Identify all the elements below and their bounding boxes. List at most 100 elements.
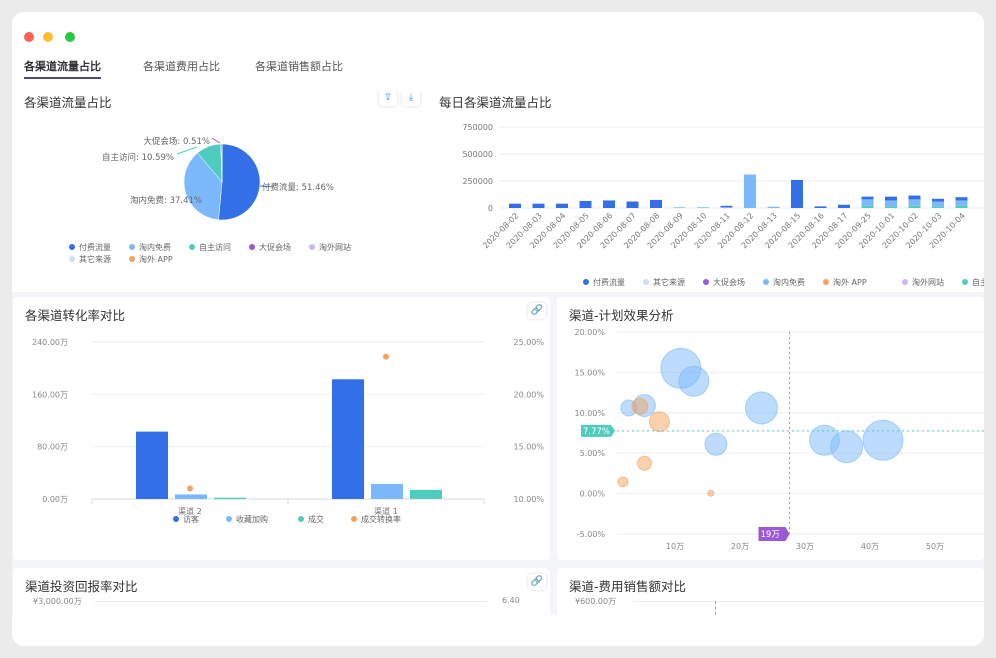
- bar: [410, 489, 442, 499]
- conversion-chart: 240.00万 25.00% 160.00万 20.00% 80.00万 15.00% 0.…: [32, 338, 544, 524]
- bar: [767, 206, 780, 208]
- y-tick-label: 0.00%: [580, 490, 606, 499]
- bar: [175, 494, 207, 499]
- conversion-title: 各渠道转化率对比: [25, 308, 126, 323]
- bar: [861, 199, 874, 206]
- reference-label-bg: [581, 424, 615, 437]
- legend-item: 淘外网站: [912, 277, 944, 287]
- pie-slice: [183, 152, 223, 221]
- y-tick-label: 750000: [462, 123, 493, 132]
- y-tick-label: 5.00%: [580, 449, 606, 458]
- legend-item: 访客: [183, 514, 199, 524]
- costsales-y-tick: ¥600.00万: [575, 597, 617, 606]
- bar: [371, 483, 403, 499]
- scatter-chart: 20.00% 15.00% 10.00% 5.00% 0.00% -5.00% 10万 20万…: [574, 328, 984, 551]
- x-tick-label: 40万: [861, 542, 879, 551]
- bar: [697, 206, 709, 208]
- bar: [579, 200, 592, 208]
- legend-marker: [69, 244, 75, 250]
- bar: [955, 205, 968, 208]
- legend-item: 自主访问: [972, 277, 984, 287]
- roi-y-tick: ¥3,000.00万: [33, 597, 82, 606]
- rate-point: [187, 485, 193, 492]
- scatter-title: 渠道-计划效果分析: [569, 308, 674, 323]
- maximize-window-button[interactable]: [65, 32, 75, 42]
- close-window-button[interactable]: [24, 32, 34, 42]
- pie-title: 各渠道流量占比: [24, 95, 112, 110]
- link-icon[interactable]: 🔗: [528, 574, 546, 590]
- pie-slice: [218, 143, 261, 221]
- footer-band: [12, 615, 984, 646]
- y2-tick-label: 15.00%: [513, 443, 544, 452]
- y2-tick-label: 25.00%: [513, 338, 544, 347]
- pie-label-line: [186, 195, 205, 198]
- bar: [767, 206, 780, 207]
- link-icon[interactable]: 🔗: [528, 303, 546, 319]
- x-tick-label: 10万: [666, 542, 684, 551]
- share-icon[interactable]: ⇪: [379, 90, 397, 106]
- bar: [673, 206, 686, 208]
- legend-marker: [643, 279, 649, 285]
- legend-item: 淘外网站: [319, 242, 351, 252]
- pie-label: 付费流量: 51.46%: [262, 182, 334, 193]
- reference-line: [715, 601, 716, 628]
- tab-traffic-share[interactable]: 各渠道流量占比: [24, 58, 101, 79]
- legend-item: 淘外 APP: [833, 277, 867, 287]
- roi-y2-tick: 6.40: [502, 596, 520, 605]
- bubble: [744, 391, 778, 425]
- pie-label-line: [259, 185, 275, 188]
- bar: [509, 203, 521, 208]
- legend-item: 大促会场: [713, 277, 745, 287]
- legend-marker: [902, 279, 908, 285]
- pie-label: 大促会场: 0.51%: [143, 136, 210, 147]
- bar: [697, 207, 709, 208]
- legend-marker: [763, 279, 769, 285]
- pie-label-line: [211, 137, 221, 144]
- roi-title: 渠道投资回报率对比: [25, 579, 138, 594]
- bar: [673, 207, 686, 208]
- download-icon[interactable]: ⤓: [402, 90, 420, 106]
- legend-item: 淘内免费: [773, 277, 805, 287]
- bubble: [862, 419, 904, 461]
- gridline: [634, 601, 984, 602]
- x-tick-label: 30万: [796, 542, 814, 551]
- bar: [814, 206, 827, 208]
- y-tick-label: 0.00万: [42, 495, 68, 504]
- bar: [955, 197, 968, 201]
- y-tick-label: 0: [488, 204, 493, 213]
- y-tick-label: 160.00万: [32, 390, 68, 399]
- legend-marker: [823, 279, 829, 285]
- y2-tick-label: 10.00%: [513, 495, 544, 504]
- bar: [791, 179, 803, 208]
- legend-marker: [962, 279, 968, 285]
- y-tick-label: 10.00%: [574, 409, 605, 418]
- legend-item: 自主访问: [199, 242, 231, 252]
- bar: [332, 379, 364, 499]
- minimize-window-button[interactable]: [43, 32, 53, 42]
- tab-sales-share[interactable]: 各渠道销售额占比: [255, 60, 343, 73]
- legend-item: 付费流量: [593, 277, 625, 287]
- tab-cost-share[interactable]: 各渠道费用占比: [143, 60, 220, 73]
- legend-item: 收藏加购: [236, 514, 268, 524]
- bubble: [704, 432, 728, 456]
- bubble: [830, 430, 864, 464]
- legend-item: 成交转换率: [361, 514, 401, 524]
- top-row: 各渠道流量占比 ⇪ ⤓ 付费流量: 51.46% 淘内免费: 37.41% 自主访问…: [12, 90, 984, 292]
- title-bar: [12, 12, 984, 48]
- bar: [556, 203, 568, 208]
- bar: [650, 199, 662, 208]
- reference-label-x: 19万: [761, 530, 780, 540]
- bubble: [636, 455, 652, 471]
- legend-item: 淘外 APP: [139, 254, 173, 264]
- costsales-title: 渠道-费用销售额对比: [569, 579, 687, 594]
- x-tick-label: 渠道 2: [178, 506, 202, 516]
- pie-label: 自主访问: 10.59%: [102, 152, 174, 163]
- legend-marker: [703, 279, 709, 285]
- pie-chart: 付费流量: 51.46% 淘内免费: 37.41% 自主访问: 10.59% 大促会场…: [69, 136, 351, 264]
- bubble: [631, 397, 649, 415]
- bubble: [678, 365, 710, 397]
- bar: [885, 206, 897, 208]
- legend-item: 成交: [308, 514, 324, 524]
- bar: [838, 204, 850, 208]
- legend-marker: [351, 516, 357, 522]
